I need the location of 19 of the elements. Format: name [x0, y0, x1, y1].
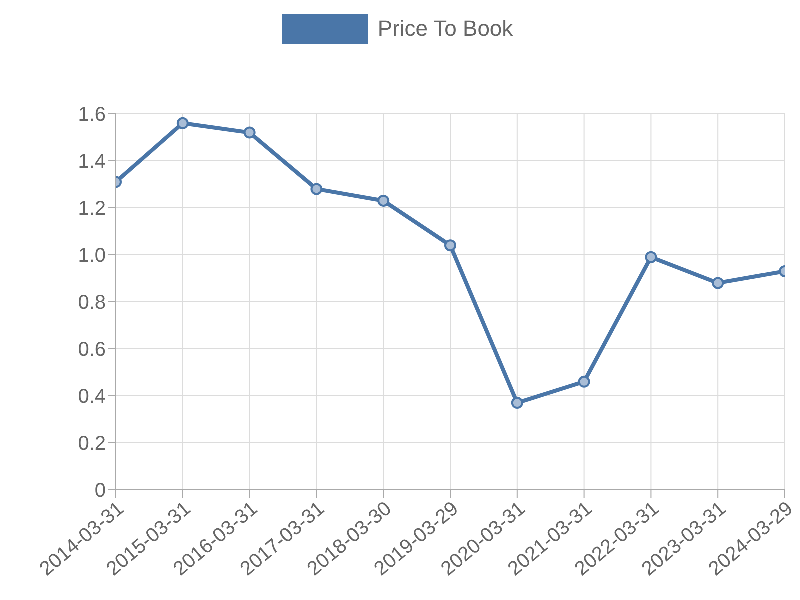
- y-tick-label: 0: [94, 480, 106, 502]
- point: [578, 376, 590, 388]
- y-tick-label: 1.4: [78, 151, 106, 174]
- y-tick-label: 1.2: [78, 198, 106, 220]
- point: [176, 117, 189, 130]
- y-tick-label: 1.0: [78, 245, 106, 268]
- point: [444, 240, 456, 252]
- y-tick-label: 0.6: [78, 339, 106, 362]
- y-tick-label: 0.4: [78, 386, 106, 408]
- point: [645, 251, 658, 264]
- y-tick-label: 1.6: [78, 104, 106, 126]
- point: [511, 397, 524, 410]
- y-tick-label: 0.8: [78, 292, 106, 314]
- legend-label: Price To Book: [378, 16, 514, 42]
- point: [712, 277, 724, 290]
- point: [310, 183, 323, 196]
- point: [378, 194, 390, 207]
- y-tick-label: 0.2: [78, 433, 106, 456]
- point: [244, 126, 256, 139]
